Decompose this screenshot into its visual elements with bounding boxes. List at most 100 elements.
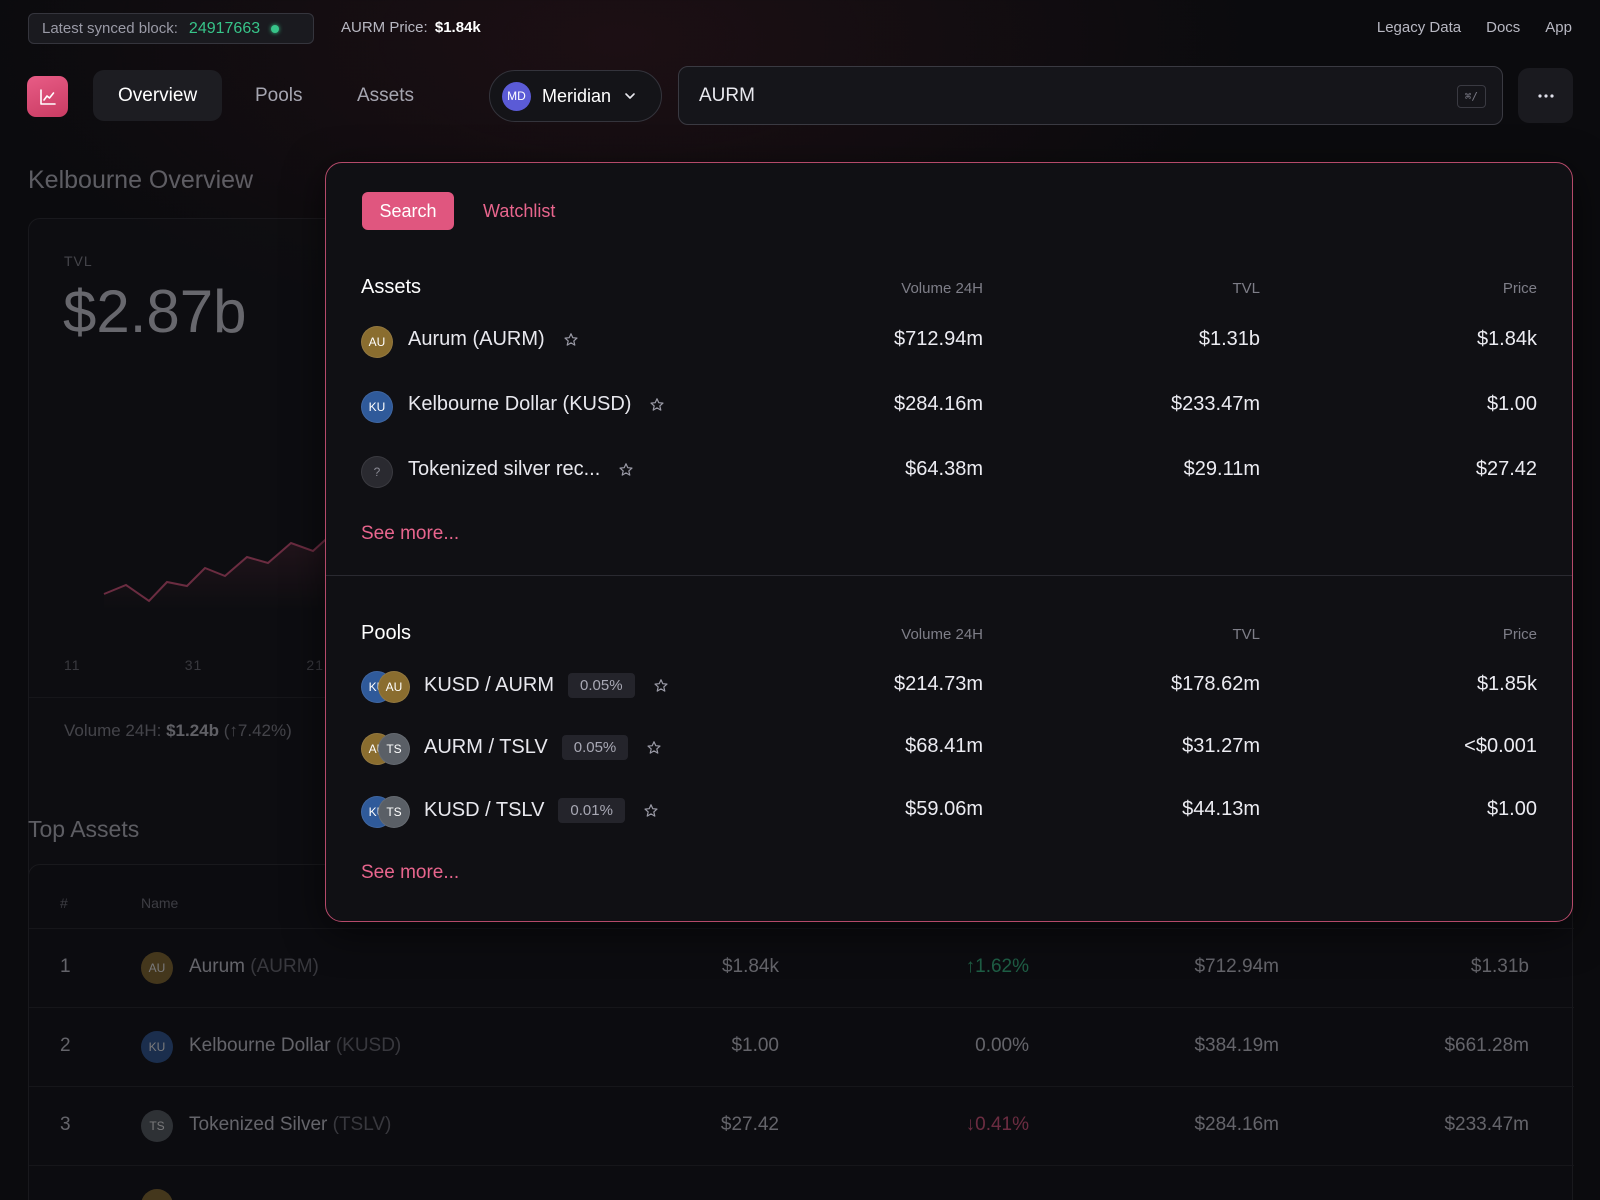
asset-tvl: $233.47m	[1171, 393, 1260, 415]
price-value: $1.84k	[434, 19, 481, 36]
token-avatar	[141, 1189, 173, 1200]
link-legacy-data[interactable]: Legacy Data	[1376, 19, 1462, 36]
divider	[326, 575, 1572, 576]
pool-name-text: KUSD / AURM	[424, 674, 555, 696]
tab-assets[interactable]: Assets	[357, 84, 415, 106]
pool-tvl: $178.62m	[1171, 673, 1260, 695]
pool-price: $1.85k	[1476, 673, 1537, 695]
fee-badge: 0.05%	[568, 673, 635, 698]
column-header-price: Price	[1502, 280, 1537, 297]
tvl-sparkline	[103, 529, 349, 609]
asset-price: $1.84k	[1476, 328, 1537, 350]
pool-result-row[interactable]: AU TS AURM / TSLV 0.05% $68.41m $31.27m …	[326, 721, 1574, 781]
link-docs[interactable]: Docs	[1486, 19, 1521, 36]
tvl-x-ticks: 11 31 21	[64, 657, 324, 673]
volume-value: $1.24b	[166, 721, 220, 740]
search-input[interactable]	[699, 84, 1399, 107]
tvl-label: TVL	[64, 253, 93, 269]
chevron-down-icon	[625, 93, 635, 99]
link-app[interactable]: App	[1545, 19, 1572, 36]
keyboard-shortcut-hint: ⌘/	[1456, 85, 1486, 108]
search-results-panel: Search Watchlist Assets Volume 24H TVL P…	[325, 162, 1573, 922]
tick-label: 31	[184, 657, 203, 673]
ellipsis-icon	[1537, 93, 1554, 98]
token-avatar: KU	[141, 1031, 173, 1063]
asset-name: Kelbourne Dollar (KUSD)	[189, 1035, 401, 1057]
column-header-volume: Volume 24H	[901, 280, 983, 297]
asset-volume: $712.94m	[1194, 956, 1279, 977]
pool-name: KUSD / AURM 0.05%	[424, 673, 669, 698]
star-outline-icon[interactable]	[618, 462, 634, 478]
star-outline-icon[interactable]	[646, 740, 662, 756]
pool-result-row[interactable]: KU TS KUSD / TSLV 0.01% $59.06m $44.13m …	[326, 784, 1574, 844]
pool-name-text: KUSD / TSLV	[424, 799, 545, 821]
token-avatar: TS	[378, 733, 410, 765]
row-rank: 2	[60, 1035, 71, 1056]
fee-badge: 0.05%	[561, 735, 629, 760]
section-title-pools: Pools	[361, 622, 412, 644]
row-rank: 1	[60, 956, 71, 977]
asset-name-text: Tokenized Silver	[189, 1114, 328, 1135]
tab-pools[interactable]: Pools	[255, 84, 303, 106]
asset-volume: $284.16m	[894, 393, 983, 415]
pool-tvl: $44.13m	[1182, 798, 1260, 820]
chain-name: Meridian	[542, 85, 612, 106]
pool-price: $1.00	[1486, 798, 1537, 820]
asset-result-row[interactable]: ? Tokenized silver rec... $64.38m $29.11…	[326, 444, 1574, 504]
see-more-assets-link[interactable]: See more...	[361, 523, 460, 544]
search-box: ⌘/	[678, 66, 1503, 125]
tab-watchlist[interactable]: Watchlist	[483, 201, 556, 221]
asset-name-text: Tokenized silver rec...	[408, 458, 601, 480]
asset-result-row[interactable]: AU Aurum (AURM) $712.94m $1.31b $1.84k	[326, 314, 1574, 374]
token-avatar: TS	[378, 796, 410, 828]
asset-name: Kelbourne Dollar (KUSD)	[408, 393, 665, 416]
asset-price: $1.00	[731, 1035, 779, 1056]
star-outline-icon[interactable]	[563, 332, 579, 348]
column-header-tvl: TVL	[1232, 280, 1260, 297]
tab-overview[interactable]: Overview	[93, 70, 223, 121]
volume-summary: Volume 24H: $1.24b (↑7.42%)	[64, 721, 292, 741]
asset-symbol: (TSLV)	[332, 1114, 392, 1135]
asset-change: ↓0.41%	[965, 1114, 1029, 1135]
pool-volume: $68.41m	[905, 735, 983, 757]
asset-name-text: Aurum (AURM)	[408, 328, 545, 350]
pool-name: KUSD / TSLV 0.01%	[424, 798, 659, 823]
volume-label: Volume 24H:	[64, 721, 162, 740]
top-bar: Latest synced block: 24917663 AURM Price…	[0, 0, 1600, 56]
token-avatar: AU	[378, 671, 410, 703]
table-row[interactable]: 3 TS Tokenized Silver (TSLV) $27.42 ↓0.4…	[29, 1086, 1574, 1165]
star-outline-icon[interactable]	[649, 397, 665, 413]
pool-name: AURM / TSLV 0.05%	[424, 735, 662, 760]
table-row[interactable]	[29, 1165, 1574, 1200]
page-title: Kelbourne Overview	[28, 166, 254, 194]
star-outline-icon[interactable]	[643, 803, 659, 819]
asset-price: $27.42	[720, 1114, 779, 1135]
table-row[interactable]: 1 AU Aurum (AURM) $1.84k ↑1.62% $712.94m…	[29, 928, 1574, 1007]
status-dot-icon	[271, 24, 280, 33]
tab-search[interactable]: Search	[362, 192, 454, 230]
token-price: AURM Price: $1.84k	[341, 19, 481, 36]
table-row[interactable]: 2 KU Kelbourne Dollar (KUSD) $1.00 0.00%…	[29, 1007, 1574, 1086]
asset-name-text: Kelbourne Dollar	[189, 1035, 331, 1056]
asset-result-row[interactable]: KU Kelbourne Dollar (KUSD) $284.16m $233…	[326, 379, 1574, 439]
more-menu-button[interactable]	[1518, 68, 1573, 123]
app-logo[interactable]	[27, 76, 68, 117]
asset-name: Tokenized Silver (TSLV)	[189, 1114, 391, 1136]
token-avatar: TS	[141, 1110, 173, 1142]
asset-symbol: (AURM)	[250, 956, 319, 977]
column-header-volume: Volume 24H	[901, 626, 983, 643]
row-rank: 3	[60, 1114, 71, 1135]
asset-name-text: Kelbourne Dollar (KUSD)	[408, 393, 632, 415]
star-outline-icon[interactable]	[653, 678, 669, 694]
pool-result-row[interactable]: KU AU KUSD / AURM 0.05% $214.73m $178.62…	[326, 659, 1574, 719]
column-header-tvl: TVL	[1232, 626, 1260, 643]
asset-symbol: (KUSD)	[335, 1035, 402, 1056]
price-label: AURM Price:	[341, 19, 428, 36]
sync-label: Latest synced block:	[42, 20, 178, 37]
asset-volume: $64.38m	[905, 458, 983, 480]
see-more-pools-link[interactable]: See more...	[361, 862, 460, 883]
chain-selector[interactable]: MD Meridian	[489, 70, 662, 122]
asset-price: $1.00	[1486, 393, 1537, 415]
token-avatar: ?	[361, 456, 393, 488]
asset-name: Tokenized silver rec...	[408, 458, 634, 481]
